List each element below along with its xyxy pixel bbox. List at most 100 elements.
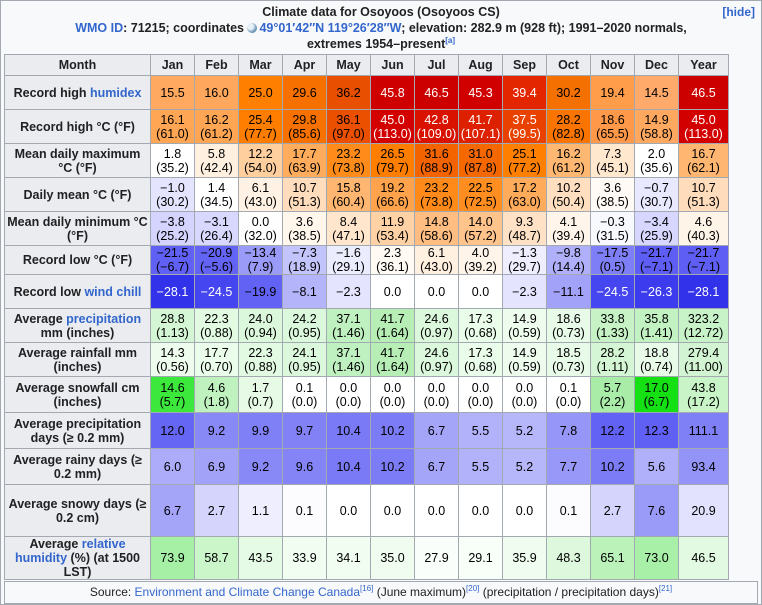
source-prefix: Source:	[89, 585, 135, 599]
value-secondary: (77.2)	[508, 160, 541, 175]
value-cell: 58.7	[194, 536, 239, 580]
value-primary: 45.8	[380, 85, 405, 100]
value-primary: 16.1	[160, 112, 185, 127]
row-label-text: Mean daily minimum °C (°F)	[7, 214, 148, 243]
value-secondary: (25.9)	[640, 228, 673, 243]
value-primary: 2.7	[603, 503, 622, 518]
value-primary: 15.8	[336, 180, 361, 195]
value-cell: −11.1	[546, 274, 591, 309]
value-cell: 31.6 (88.9)	[414, 143, 459, 178]
value-primary: 8.4	[339, 214, 358, 229]
value-primary: −9.8	[556, 246, 581, 261]
row-label-link[interactable]: precipitation	[66, 311, 142, 326]
value-primary: 1.1	[251, 503, 270, 518]
value-secondary: (0.97)	[420, 325, 453, 340]
value-cell: 6.7	[150, 484, 195, 537]
climate-row: Daily mean °C (°F) −1.0 (30.2) 1.4 (34.5) 6.1…	[4, 177, 729, 212]
wmo-id-link[interactable]: WMO ID	[75, 21, 124, 35]
value-secondary: (85.6)	[288, 126, 321, 141]
elevation-text: ; elevation: 282.9 m (928 ft); 1991–2020…	[306, 21, 687, 51]
value-cell: 35.8 (1.41)	[634, 308, 679, 343]
value-primary: −0.7	[644, 180, 669, 195]
value-secondary: (6.7)	[643, 394, 670, 409]
value-cell: 0.1 (0.0)	[282, 376, 327, 413]
row-label-link[interactable]: relative humidity	[14, 537, 126, 566]
value-primary: 24.1	[292, 345, 317, 360]
row-label-text: Mean daily maximum °C (°F)	[14, 146, 141, 175]
value-secondary: (62.1)	[687, 160, 720, 175]
value-cell: 9.7	[282, 412, 327, 449]
globe-icon[interactable]	[247, 23, 258, 33]
value-primary: 22.3	[204, 311, 229, 326]
value-cell: 19.2 (66.6)	[370, 177, 415, 212]
value-primary: 12.2	[600, 423, 625, 438]
value-secondary: (0.0)	[335, 394, 362, 409]
value-primary: 0.0	[383, 380, 402, 395]
value-primary: 15.5	[160, 85, 185, 100]
hide-toggle-link[interactable]: [hide]	[722, 5, 755, 19]
value-secondary: (79.7)	[376, 160, 409, 175]
value-cell: 28.2 (1.11)	[590, 342, 635, 377]
value-secondary: (0.73)	[552, 359, 585, 374]
value-secondary: (29.1)	[332, 260, 365, 274]
value-primary: 16.2	[204, 112, 229, 127]
value-cell: 48.3	[546, 536, 591, 580]
table-title: Climate data for Osoyoos (Osoyoos CS)	[262, 5, 500, 19]
footnote-a-link[interactable]: [a]	[445, 35, 456, 45]
value-primary: 7.8	[559, 423, 578, 438]
value-secondary: (50.4)	[552, 194, 585, 209]
value-cell: −28.1	[150, 274, 195, 309]
value-secondary: (54.0)	[244, 160, 277, 175]
value-primary: 5.8	[207, 146, 226, 161]
value-secondary: (66.6)	[376, 194, 409, 209]
value-cell: 1.7 (0.7)	[238, 376, 283, 413]
footnote-16-link[interactable]: [16]	[360, 584, 374, 593]
value-primary: 14.9	[512, 311, 537, 326]
value-secondary: (1.11)	[596, 359, 629, 374]
value-cell: 14.8 (58.6)	[414, 211, 459, 246]
value-cell: 24.0 (0.94)	[238, 308, 283, 343]
value-cell: 5.2	[502, 412, 547, 449]
coordinates-link[interactable]: 49°01′42″N 119°26′28″W	[259, 21, 402, 35]
value-primary: 7.3	[603, 146, 622, 161]
value-primary: 29.8	[292, 112, 317, 127]
value-secondary: (0.74)	[640, 359, 673, 374]
value-cell: 279.4 (11.00)	[678, 342, 729, 377]
month-header-cell: Apr	[282, 54, 327, 76]
value-cell: 0.0 (0.0)	[502, 376, 547, 413]
value-secondary: (26.4)	[200, 228, 233, 243]
value-primary: 9.6	[295, 459, 314, 474]
value-cell: 46.5	[414, 75, 459, 110]
row-label-text: Average rainfall mm (inches)	[17, 345, 138, 374]
value-cell: 29.8 (85.6)	[282, 109, 327, 144]
value-cell: 16.2 (61.2)	[546, 143, 591, 178]
climate-row: Record high °C (°F) 16.1 (61.0) 16.2 (61.2) 2…	[4, 109, 729, 144]
climate-row: Average snowfall cm (inches) 14.6 (5.7) 4.6…	[4, 376, 729, 413]
value-secondary: (−7.1)	[639, 260, 673, 274]
value-cell: 25.0	[238, 75, 283, 110]
row-label-link[interactable]: humidex	[90, 85, 142, 100]
value-primary: 17.3	[468, 345, 493, 360]
footnote-20-link[interactable]: [20]	[466, 584, 480, 593]
value-cell: 24.1 (0.95)	[282, 342, 327, 377]
value-cell: 14.9 (0.59)	[502, 308, 547, 343]
value-primary: 33.9	[292, 551, 317, 565]
value-primary: −2.3	[336, 284, 361, 299]
value-primary: 28.2	[600, 345, 625, 360]
value-primary: 0.0	[251, 214, 270, 229]
value-secondary: (57.2)	[464, 228, 497, 243]
value-cell: 0.0	[370, 274, 415, 309]
value-secondary: (0.5)	[599, 260, 626, 274]
value-secondary: (113.0)	[684, 126, 723, 141]
value-secondary: (0.95)	[288, 359, 321, 374]
value-secondary: (39.4)	[552, 228, 585, 243]
value-primary: 25.1	[512, 146, 537, 161]
footnote-21-link[interactable]: [21]	[658, 584, 673, 593]
source-link[interactable]: Environment and Climate Change Canada	[134, 585, 361, 599]
value-primary: 46.5	[691, 551, 716, 565]
value-cell: −20.9 (−5.6)	[194, 245, 239, 275]
row-label-link[interactable]: wind chill	[84, 284, 142, 299]
value-cell: 17.2 (63.0)	[502, 177, 547, 212]
value-cell: 19.4	[590, 75, 635, 110]
value-secondary: (7.9)	[247, 260, 274, 274]
